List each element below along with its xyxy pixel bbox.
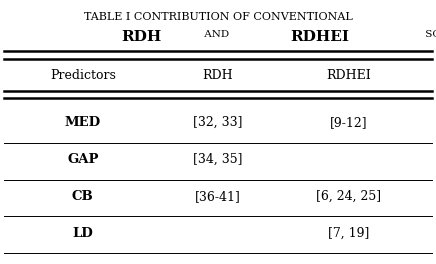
Text: MED: MED: [65, 116, 101, 129]
Text: TABLE I CONTRIBUTION OF CONVENTIONAL: TABLE I CONTRIBUTION OF CONVENTIONAL: [84, 12, 352, 22]
Text: [6, 24, 25]: [6, 24, 25]: [316, 190, 382, 203]
Text: LD: LD: [72, 227, 93, 240]
Text: Predictors: Predictors: [50, 69, 116, 82]
Text: SCHEMES: SCHEMES: [422, 30, 436, 39]
Text: RDHEI: RDHEI: [327, 69, 371, 82]
Text: [7, 19]: [7, 19]: [328, 227, 369, 240]
Text: [9-12]: [9-12]: [330, 116, 368, 129]
Text: RDH: RDH: [203, 69, 233, 82]
Text: CB: CB: [72, 190, 94, 203]
Text: [34, 35]: [34, 35]: [193, 153, 243, 166]
Text: RDH: RDH: [122, 30, 162, 44]
Text: AND: AND: [201, 30, 232, 39]
Text: [36-41]: [36-41]: [195, 190, 241, 203]
Text: RDHEI: RDHEI: [290, 30, 350, 44]
Text: GAP: GAP: [67, 153, 99, 166]
Text: [32, 33]: [32, 33]: [193, 116, 243, 129]
